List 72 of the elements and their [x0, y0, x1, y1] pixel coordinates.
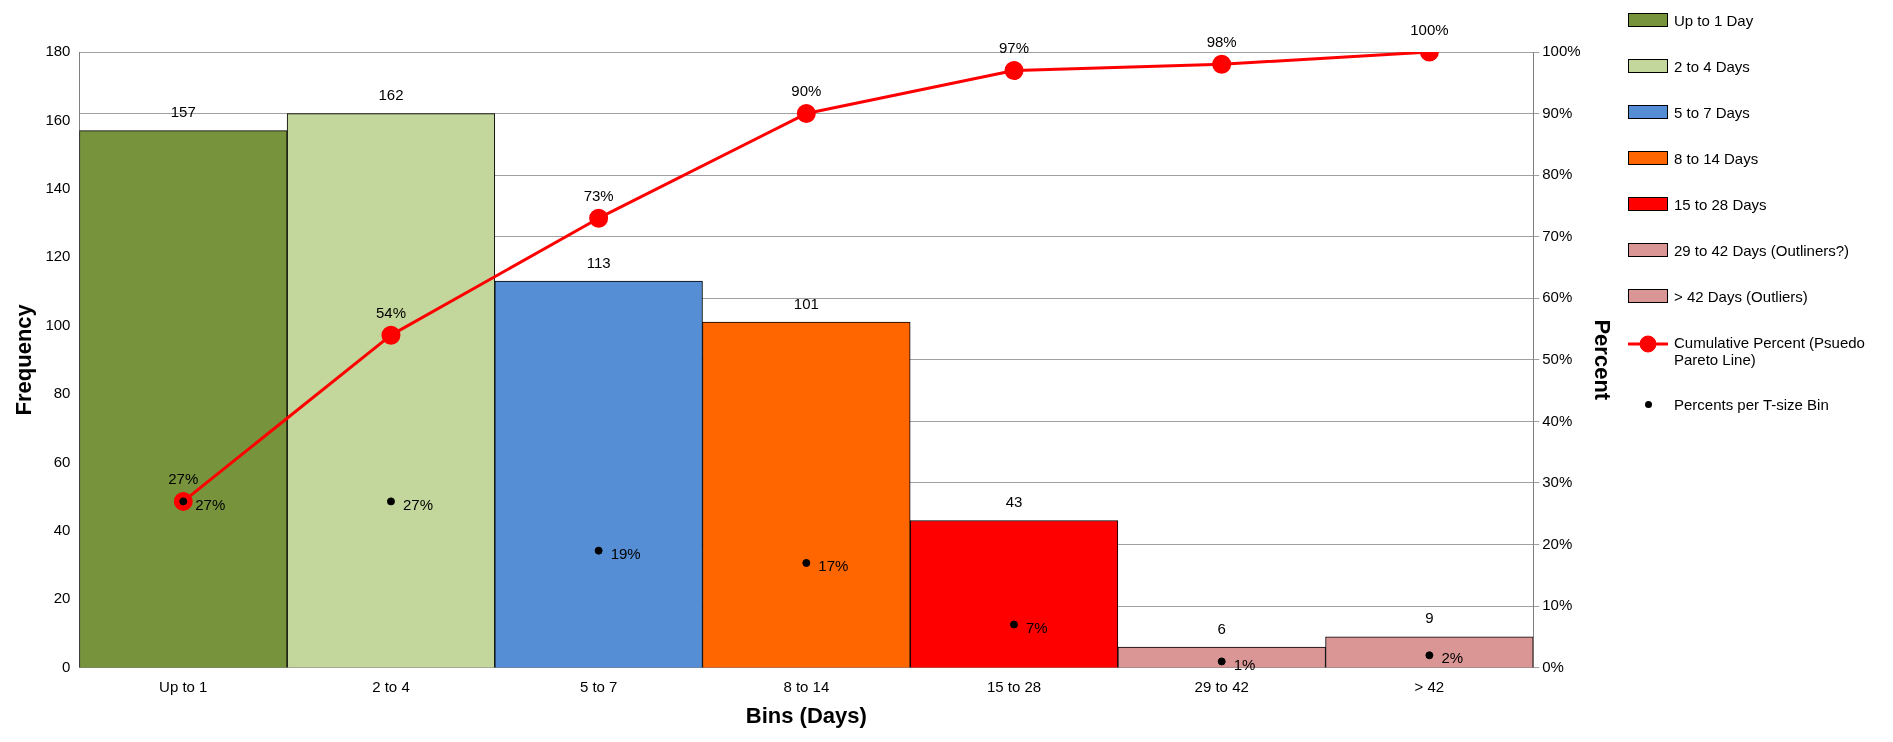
point — [1217, 657, 1226, 666]
y2-tick-label: 40% — [1542, 411, 1573, 429]
y-tick-label: 80 — [53, 384, 71, 402]
y-tick-label: 120 — [45, 247, 71, 265]
legend-label: 8 to 14 Days — [1674, 150, 1759, 167]
y2-tick-label: 20% — [1542, 534, 1573, 552]
data-label: 90% — [791, 82, 822, 100]
legend-label: Up to 1 Day — [1674, 12, 1754, 29]
y-axis-title: Frequency — [11, 303, 37, 416]
y-tick-label: 180 — [45, 42, 71, 60]
point — [381, 325, 401, 345]
legend-label: 15 to 28 Days — [1674, 196, 1767, 213]
legend-label: > 42 Days (Outliers) — [1674, 288, 1808, 305]
legend-label: 29 to 42 Days (Outliners?) — [1674, 242, 1850, 259]
data-label: 162 — [378, 86, 404, 104]
legend-label: 5 to 7 Days — [1674, 104, 1750, 121]
y-tick-label: 160 — [45, 110, 71, 128]
y2-axis-title: Percent — [1589, 319, 1615, 401]
y2-tick-label: 100% — [1542, 42, 1581, 60]
y-tick-label: 140 — [45, 178, 71, 196]
data-label: 17% — [818, 557, 849, 575]
data-label: 27% — [195, 495, 226, 513]
x-tick-label: 5 to 7 — [579, 677, 618, 695]
data-label: 157 — [170, 103, 196, 121]
legend-label: Cumulative Percent (Psuedo Pareto Line) — [1674, 334, 1866, 368]
data-label: 19% — [610, 544, 641, 562]
y2-tick-label: 50% — [1542, 349, 1573, 367]
data-label: 9 — [1425, 609, 1434, 627]
x-tick-label: 8 to 14 — [783, 677, 830, 695]
y2-tick-label: 90% — [1542, 103, 1573, 121]
data-label: 113 — [586, 253, 611, 271]
y2-tick-label: 10% — [1542, 596, 1573, 614]
y-tick-label: 20 — [53, 589, 71, 607]
data-label: 54% — [375, 303, 406, 321]
point — [1212, 54, 1232, 74]
x-tick-label: 15 to 28 — [986, 677, 1042, 695]
x-axis-title: Bins (Days) — [745, 702, 867, 728]
x-tick-label: > 42 — [1414, 677, 1445, 695]
point — [1004, 60, 1024, 80]
data-label: 97% — [999, 39, 1030, 57]
y-tick-label: 40 — [53, 520, 71, 538]
y-tick-label: 100 — [45, 315, 71, 333]
point — [796, 104, 816, 124]
y2-tick-label: 0% — [1542, 657, 1564, 675]
point — [594, 546, 603, 555]
y-tick-label: 0 — [62, 657, 71, 675]
x-tick-label: 29 to 42 — [1194, 677, 1249, 695]
y2-tick-label: 80% — [1542, 165, 1573, 183]
x-tick-label: 2 to 4 — [372, 677, 410, 695]
y2-tick-label: 60% — [1542, 288, 1573, 306]
data-label: 98% — [1206, 32, 1237, 50]
y2-tick-label: 30% — [1542, 473, 1573, 491]
data-label: 1% — [1233, 655, 1256, 673]
y2-tick-label: 70% — [1542, 226, 1573, 244]
x-tick-label: Up to 1 — [159, 677, 208, 695]
point — [386, 497, 395, 506]
point — [1010, 620, 1019, 629]
data-label: 7% — [1026, 618, 1048, 636]
data-label: 6 — [1217, 619, 1226, 637]
data-label: 2% — [1441, 649, 1464, 667]
point — [802, 558, 811, 567]
data-label: 27% — [402, 495, 433, 513]
point — [1425, 651, 1434, 660]
data-label: 100% — [1410, 20, 1449, 38]
data-label: 43 — [1005, 493, 1023, 511]
legend-label: 2 to 4 Days — [1674, 58, 1750, 75]
point — [589, 208, 609, 228]
y-tick-label: 60 — [53, 452, 71, 470]
legend-label: Percents per T-size Bin — [1674, 396, 1829, 413]
data-label: 101 — [793, 294, 819, 312]
data-label: 73% — [583, 186, 614, 204]
data-label: 27% — [168, 470, 199, 488]
